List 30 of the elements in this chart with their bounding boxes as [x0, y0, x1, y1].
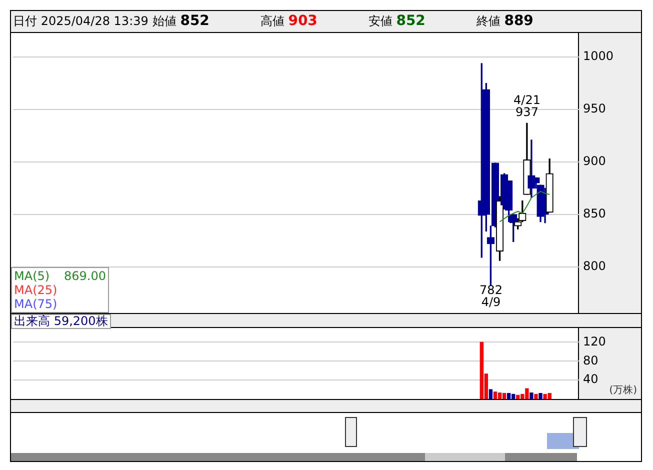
legend-label: MA(25)	[14, 283, 58, 297]
y-axis-title: (万株)	[609, 384, 637, 397]
annotation: 出来高 59,200株	[11, 314, 111, 329]
text: MA(5)	[14, 269, 50, 283]
y-tick-label: 120	[583, 334, 606, 348]
bar	[516, 394, 520, 399]
text: 安値 852	[368, 13, 426, 30]
annotation: 782 4/9	[478, 283, 504, 309]
y-tick-label: 1000	[583, 49, 614, 64]
text: 日付 2025/04/28 13:39	[13, 13, 148, 30]
bar	[534, 394, 538, 399]
y-tick-label: 40	[583, 372, 598, 386]
text: 高値 903	[260, 13, 318, 30]
bar	[538, 392, 542, 399]
y-tick-label: 950	[583, 102, 606, 116]
annotation: 869.00	[64, 269, 106, 283]
bar	[488, 389, 493, 399]
bar	[506, 392, 511, 399]
y-tick-label: 900	[583, 154, 606, 168]
annotation: 4/21 937	[512, 93, 542, 119]
bar	[530, 392, 534, 399]
text: 始値 852	[152, 13, 210, 30]
bar	[498, 392, 502, 399]
y-tick-label: 850	[583, 206, 606, 221]
legend-label: MA(75)	[14, 297, 58, 311]
text: 終値 889	[476, 13, 534, 30]
y-tick-label: 800	[583, 258, 606, 273]
y-tick-label: 80	[583, 353, 598, 368]
bar	[502, 392, 506, 399]
bar	[493, 392, 498, 399]
